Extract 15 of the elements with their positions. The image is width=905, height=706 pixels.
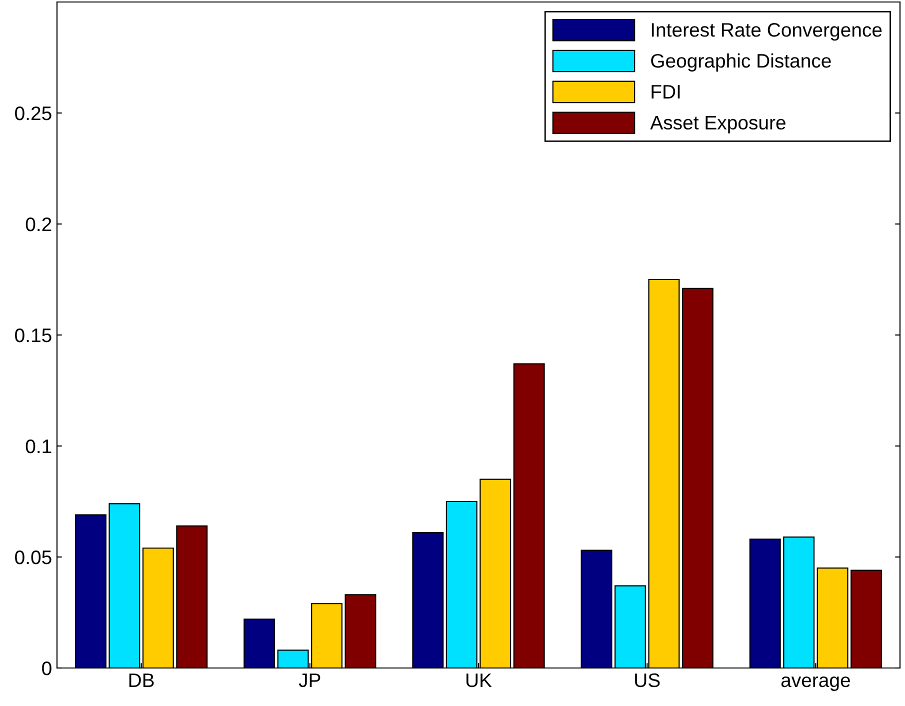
y-tick-label: 0.2 <box>26 217 52 232</box>
legend-label: Geographic Distance <box>651 53 831 72</box>
x-tick-label: US <box>635 673 660 688</box>
y-tick-label: 0.15 <box>15 328 52 342</box>
x-tick-label: JP <box>298 674 320 688</box>
y-tick-label: 0.05 <box>15 550 52 564</box>
x-tick-label: average <box>781 676 850 691</box>
y-tick-label: 0 <box>42 661 52 676</box>
legend-label: Interest Rate Convergence <box>652 23 882 41</box>
x-tick-label: UK <box>466 674 492 688</box>
y-tick-label: 0.25 <box>15 106 52 120</box>
x-tick-label: DB <box>129 674 154 687</box>
y-tick-label: 0.1 <box>26 439 52 454</box>
legend-label: Asset Exposure <box>650 116 786 134</box>
legend-label: FDI <box>652 85 680 98</box>
